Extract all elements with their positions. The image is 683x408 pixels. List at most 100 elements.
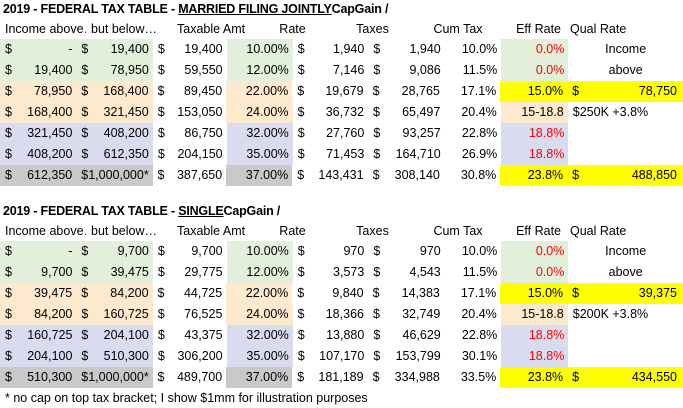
cell-but-below: $408,200	[76, 123, 153, 144]
cell-threshold-note: above	[568, 60, 683, 81]
cell-but-below-value: 321,450	[103, 105, 149, 119]
cell-threshold-amount: $434,550	[567, 367, 683, 388]
cell-but-below-value: $1,000,000*	[81, 168, 149, 182]
cell-taxes-currency: $	[297, 84, 305, 98]
cell-income-above: $321,450	[0, 123, 77, 144]
cell-income-above-value: 9,700	[41, 265, 73, 279]
cell-capgain-rate: 15.0%	[500, 81, 568, 102]
cell-eff-rate: 17.1%	[443, 283, 501, 304]
cell-capgain-rate: 0.0%	[501, 60, 569, 81]
cell-taxes-currency: $	[297, 265, 305, 279]
cell-but-below-currency: $	[81, 63, 89, 77]
header-capgain-qual-rate: Qual Rate	[570, 21, 627, 36]
cell-threshold-currency: $	[572, 168, 580, 182]
cell-cum-tax-value: 9,086	[409, 63, 441, 77]
cell-taxes-value: 181,189	[318, 370, 364, 384]
cell-income-above-value: 39,475	[34, 286, 73, 300]
cell-cum-tax-currency: $	[373, 328, 381, 342]
cell-but-below-currency: $	[81, 147, 89, 161]
table-row: $204,100 $510,300 $306,200 35.00% $107,170 $1…	[0, 346, 683, 367]
cell-taxable-amt-value: 387,650	[176, 168, 223, 182]
cell-income-above-currency: $	[5, 370, 12, 384]
cell-taxable-amt-value: 59,550	[184, 63, 223, 77]
cell-taxable-amt-value: 489,700	[176, 370, 223, 384]
cell-capgain-rate: 23.8%	[500, 367, 568, 388]
cell-but-below-currency: $	[81, 105, 89, 119]
cell-taxes-value: 36,732	[325, 105, 364, 119]
cell-income-above: $510,300	[0, 367, 77, 388]
cell-taxable-amt-currency: $	[157, 286, 165, 300]
cell-capgain-rate: 18.8%	[501, 144, 569, 165]
cell-income-above-value: 19,400	[34, 63, 73, 77]
tax-tables-container: 2019 - FEDERAL TAX TABLE - MARRIED FILIN…	[0, 0, 683, 388]
cell-taxable-amt: $306,200	[152, 346, 227, 367]
cell-taxable-amt-currency: $	[157, 328, 165, 342]
cell-income-above-currency: $	[5, 307, 12, 321]
cell-rate: 12.00%	[226, 60, 293, 81]
cell-cum-tax: $28,765	[367, 81, 444, 102]
cell-taxes-currency: $	[297, 105, 305, 119]
cell-income-above-value: 168,400	[27, 105, 73, 119]
cell-threshold-note: $200K +3.8%	[567, 304, 683, 325]
cell-threshold-blank	[568, 123, 683, 144]
cell-income-above-currency: $	[5, 265, 12, 279]
table-row: $408,200 $612,350 $204,150 35.00% $71,453 $16…	[0, 144, 683, 165]
cell-cum-tax-currency: $	[373, 42, 381, 56]
cell-taxes: $107,170	[292, 346, 369, 367]
cell-cum-tax: $1,940	[368, 39, 445, 60]
cell-taxes-value: 13,880	[326, 328, 365, 342]
cell-taxes: $1,940	[292, 39, 369, 60]
cell-income-above: $612,350	[0, 165, 77, 186]
cell-taxable-amt: $59,550	[152, 60, 227, 81]
cell-taxes-value: 970	[343, 244, 365, 258]
cell-capgain-rate: 0.0%	[501, 262, 569, 283]
cell-rate: 24.00%	[226, 304, 293, 325]
cell-taxable-amt-value: 306,200	[177, 349, 223, 363]
cell-rate: 10.00%	[226, 241, 293, 262]
cell-rate: 37.00%	[226, 165, 293, 186]
cell-taxable-amt: $76,525	[152, 304, 227, 325]
header-rate: Rate	[279, 223, 306, 238]
cell-but-below-currency: $	[81, 328, 89, 342]
cell-taxes-currency: $	[297, 42, 305, 56]
header-but-below: but below…	[91, 21, 158, 36]
cell-cum-tax-currency: $	[373, 244, 381, 258]
cell-income-above-currency: $	[5, 63, 12, 77]
cell-cum-tax: $14,383	[367, 283, 444, 304]
cell-taxable-amt-currency: $	[157, 147, 165, 161]
cell-taxable-amt-value: 9,700	[191, 244, 223, 258]
cell-income-above-currency: $	[5, 244, 12, 258]
cell-threshold-note: Income	[568, 241, 683, 262]
cell-cum-tax-currency: $	[373, 349, 381, 363]
cell-taxable-amt-currency: $	[157, 307, 165, 321]
cell-cum-tax-value: 65,497	[402, 105, 441, 119]
cell-taxable-amt-currency: $	[157, 168, 165, 182]
cell-but-below-currency: $	[81, 126, 89, 140]
cell-cum-tax-currency: $	[373, 147, 381, 161]
cell-but-below-value: 39,475	[110, 265, 149, 279]
table-header-row-2: Income above… but below… Taxable Amt Rate Ta…	[0, 221, 683, 241]
cell-income-above-currency: $	[5, 84, 12, 98]
cell-cum-tax: $308,140	[367, 165, 444, 186]
cell-capgain-rate: 18.8%	[501, 325, 569, 346]
cell-eff-rate: 22.8%	[444, 325, 502, 346]
header-taxable-amt: Taxable Amt	[177, 21, 246, 36]
table-title-1: 2019 - FEDERAL TAX TABLE - MARRIED FILIN…	[0, 0, 683, 19]
cell-income-above-currency: $	[5, 168, 12, 182]
table-header-row-1: Income above… but below… Taxable Amt Rate Ta…	[0, 19, 683, 39]
table-row: $ - $9,700 $9,700 10.00% $970 $970 10.0% 0.0% Inc…	[0, 241, 683, 262]
cell-taxable-amt-currency: $	[157, 105, 165, 119]
cell-income-above-value: 321,450	[27, 126, 73, 140]
cell-cum-tax: $4,543	[368, 262, 445, 283]
cell-taxes: $9,840	[292, 283, 368, 304]
cell-taxable-amt: $153,050	[152, 102, 227, 123]
cell-income-above-currency: $	[5, 147, 12, 161]
header-taxes: Taxes	[356, 21, 389, 36]
cell-income-above-currency: $	[5, 126, 12, 140]
cell-cum-tax-currency: $	[373, 126, 381, 140]
cell-but-below-value: 160,725	[103, 307, 149, 321]
cell-taxable-amt: $43,375	[152, 325, 227, 346]
table-row: $168,400 $321,450 $153,050 24.00% $36,732 $65…	[0, 102, 683, 123]
cell-eff-rate: 17.1%	[443, 81, 501, 102]
cell-taxes-currency: $	[297, 244, 305, 258]
